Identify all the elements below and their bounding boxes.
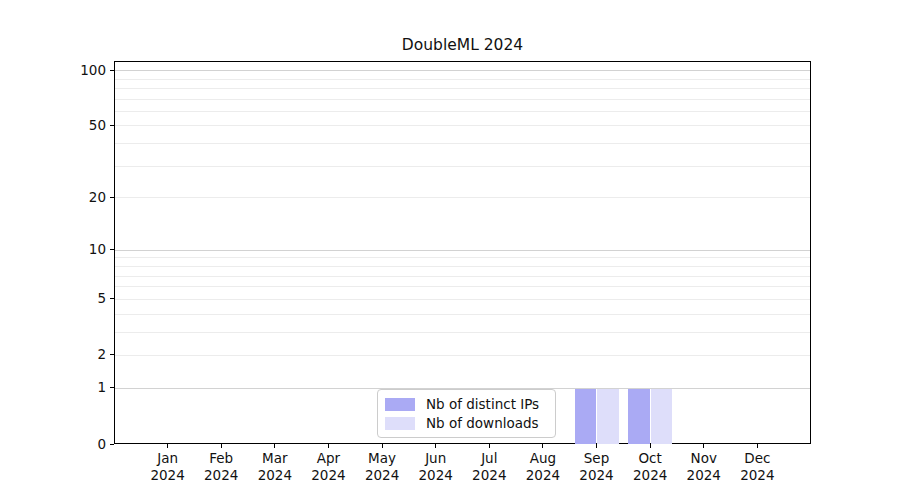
gridline-minor-3 xyxy=(115,332,810,333)
x-tick-year: 2024 xyxy=(676,467,732,484)
y-tick-mark-50 xyxy=(110,125,114,126)
legend-swatch-downloads xyxy=(385,417,415,430)
bar-sep-downloads xyxy=(597,389,619,444)
gridline-minor-50 xyxy=(115,125,810,126)
x-tick-mark-feb xyxy=(221,444,222,448)
x-tick-label-may: May2024 xyxy=(354,450,410,483)
x-tick-year: 2024 xyxy=(461,467,517,484)
y-tick-label-5: 5 xyxy=(58,289,106,307)
gridline-minor-60 xyxy=(115,111,810,112)
x-tick-year: 2024 xyxy=(193,467,249,484)
gridline-minor-70 xyxy=(115,99,810,100)
gridline-major-10 xyxy=(115,250,810,251)
x-tick-year: 2024 xyxy=(515,467,571,484)
x-tick-mark-mar xyxy=(274,444,275,448)
y-tick-label-0: 0 xyxy=(58,435,106,453)
x-tick-label-aug: Aug2024 xyxy=(515,450,571,483)
x-tick-label-oct: Oct2024 xyxy=(622,450,678,483)
legend-swatch-distinct-ips xyxy=(385,398,415,411)
plot-area xyxy=(114,61,811,444)
x-tick-mark-may xyxy=(382,444,383,448)
x-tick-label-apr: Apr2024 xyxy=(300,450,356,483)
x-tick-mark-nov xyxy=(703,444,704,448)
y-tick-mark-0 xyxy=(110,444,114,445)
figure: DoubleML 2024 0125102050100 Jan2024Feb20… xyxy=(0,0,900,500)
x-tick-mark-oct xyxy=(650,444,651,448)
x-tick-mark-jan xyxy=(167,444,168,448)
y-tick-label-1: 1 xyxy=(58,378,106,396)
x-tick-year: 2024 xyxy=(247,467,303,484)
y-tick-label-10: 10 xyxy=(58,240,106,258)
gridline-minor-6 xyxy=(115,286,810,287)
x-tick-month: Apr xyxy=(300,450,356,467)
x-tick-mark-sep xyxy=(596,444,597,448)
gridline-minor-5 xyxy=(115,299,810,300)
y-tick-mark-100 xyxy=(110,70,114,71)
legend-label: Nb of downloads xyxy=(426,414,539,432)
gridline-minor-8 xyxy=(115,266,810,267)
x-tick-month: Feb xyxy=(193,450,249,467)
x-tick-mark-aug xyxy=(542,444,543,448)
x-tick-label-feb: Feb2024 xyxy=(193,450,249,483)
x-tick-label-sep: Sep2024 xyxy=(569,450,625,483)
x-tick-label-dec: Dec2024 xyxy=(729,450,785,483)
gridline-minor-90 xyxy=(115,79,810,80)
x-tick-label-jun: Jun2024 xyxy=(408,450,464,483)
x-tick-label-nov: Nov2024 xyxy=(676,450,732,483)
gridline-minor-80 xyxy=(115,88,810,89)
gridline-major-100 xyxy=(115,70,810,71)
x-tick-month: Jan xyxy=(140,450,196,467)
y-tick-label-20: 20 xyxy=(58,188,106,206)
y-tick-label-2: 2 xyxy=(58,345,106,363)
x-tick-year: 2024 xyxy=(622,467,678,484)
legend-label: Nb of distinct IPs xyxy=(426,395,539,413)
x-tick-month: Oct xyxy=(622,450,678,467)
legend-row-downloads: Nb of downloads xyxy=(385,414,547,432)
x-tick-month: Nov xyxy=(676,450,732,467)
y-tick-mark-1 xyxy=(110,387,114,388)
x-tick-month: Mar xyxy=(247,450,303,467)
y-tick-mark-5 xyxy=(110,298,114,299)
gridline-minor-30 xyxy=(115,166,810,167)
x-tick-month: Aug xyxy=(515,450,571,467)
gridline-minor-7 xyxy=(115,276,810,277)
x-tick-year: 2024 xyxy=(729,467,785,484)
x-tick-month: Jun xyxy=(408,450,464,467)
x-tick-year: 2024 xyxy=(300,467,356,484)
x-tick-month: Jul xyxy=(461,450,517,467)
x-tick-mark-jun xyxy=(435,444,436,448)
x-tick-month: May xyxy=(354,450,410,467)
y-tick-mark-2 xyxy=(110,354,114,355)
legend: Nb of distinct IPsNb of downloads xyxy=(377,389,556,438)
x-tick-month: Sep xyxy=(569,450,625,467)
legend-row-distinct-ips: Nb of distinct IPs xyxy=(385,395,547,413)
bar-oct-distinct-ips xyxy=(628,389,650,444)
x-tick-year: 2024 xyxy=(140,467,196,484)
y-tick-label-100: 100 xyxy=(58,61,106,79)
gridline-minor-2 xyxy=(115,355,810,356)
x-tick-label-mar: Mar2024 xyxy=(247,450,303,483)
x-tick-year: 2024 xyxy=(354,467,410,484)
y-tick-label-50: 50 xyxy=(58,116,106,134)
x-tick-label-jul: Jul2024 xyxy=(461,450,517,483)
gridline-minor-9 xyxy=(115,257,810,258)
x-tick-mark-apr xyxy=(328,444,329,448)
y-tick-mark-20 xyxy=(110,197,114,198)
x-tick-label-jan: Jan2024 xyxy=(140,450,196,483)
y-tick-mark-10 xyxy=(110,249,114,250)
chart-title: DoubleML 2024 xyxy=(114,35,811,55)
bar-sep-distinct-ips xyxy=(575,389,597,444)
gridline-minor-20 xyxy=(115,197,810,198)
x-tick-mark-jul xyxy=(489,444,490,448)
x-tick-year: 2024 xyxy=(569,467,625,484)
bar-oct-downloads xyxy=(651,389,673,444)
x-tick-month: Dec xyxy=(729,450,785,467)
gridline-minor-40 xyxy=(115,143,810,144)
x-tick-year: 2024 xyxy=(408,467,464,484)
gridline-minor-4 xyxy=(115,314,810,315)
x-tick-mark-dec xyxy=(757,444,758,448)
